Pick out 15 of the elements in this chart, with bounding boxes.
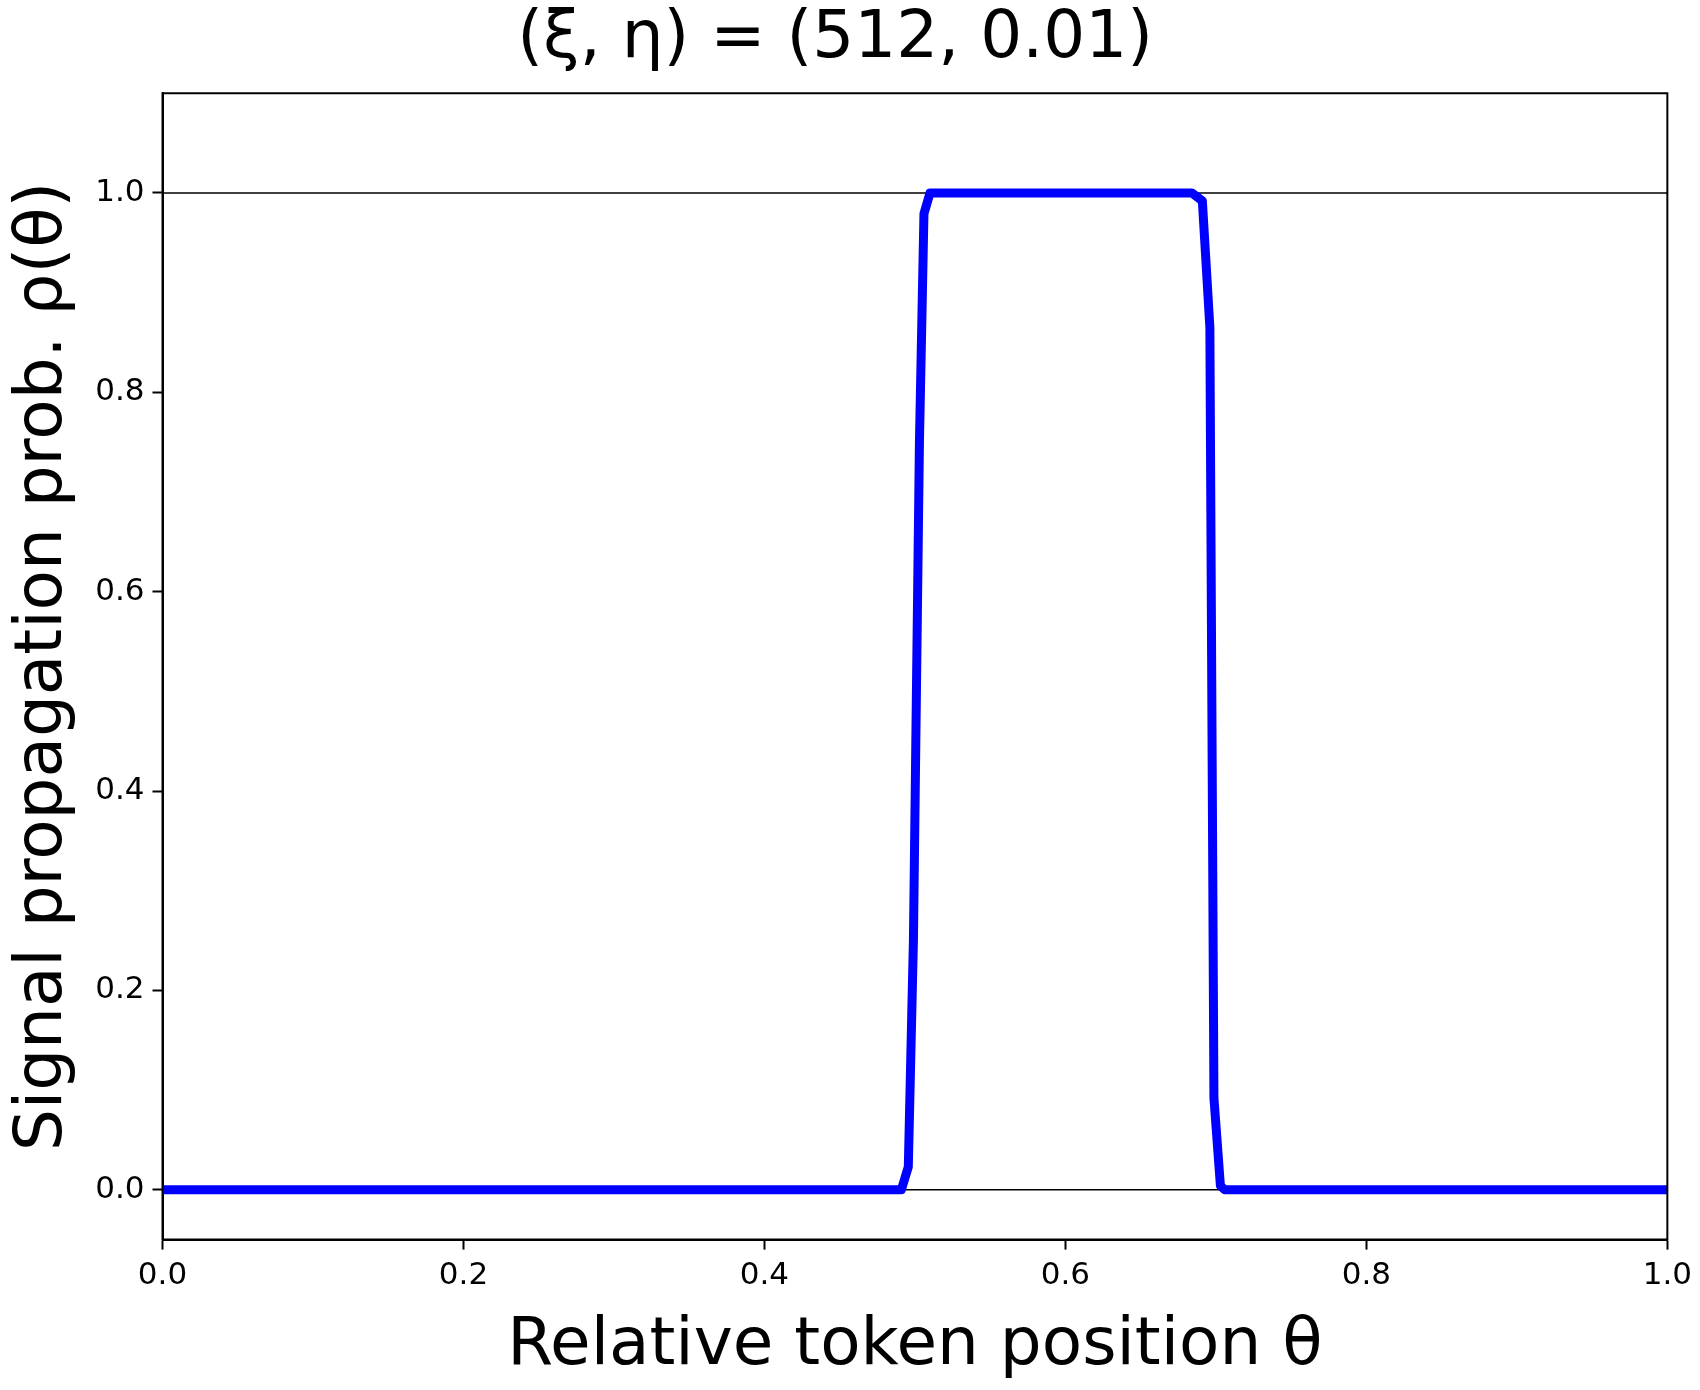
- x-tick-label: 0.2: [438, 1255, 489, 1292]
- y-tick-label: 0.6: [95, 570, 145, 607]
- y-tick-label: 0.2: [95, 969, 145, 1006]
- y-tick-label: 0.0: [95, 1168, 145, 1205]
- x-tick-label: 1.0: [1642, 1255, 1693, 1292]
- x-tick-label: 0.0: [137, 1255, 188, 1292]
- x-axis-title: Relative token position θ: [507, 1302, 1323, 1380]
- y-tick-label: 1.0: [95, 171, 145, 208]
- x-tick-label: 0.4: [739, 1255, 790, 1292]
- y-tick-label: 0.4: [95, 770, 145, 807]
- y-axis-title: Signal propagation prob. ρ(θ): [0, 181, 77, 1152]
- x-tick-label: 0.8: [1341, 1255, 1392, 1292]
- chart-title: (ξ, η) = (512, 0.01): [517, 0, 1153, 73]
- x-tick-label: 0.6: [1040, 1255, 1091, 1292]
- y-tick-label: 0.8: [95, 371, 145, 408]
